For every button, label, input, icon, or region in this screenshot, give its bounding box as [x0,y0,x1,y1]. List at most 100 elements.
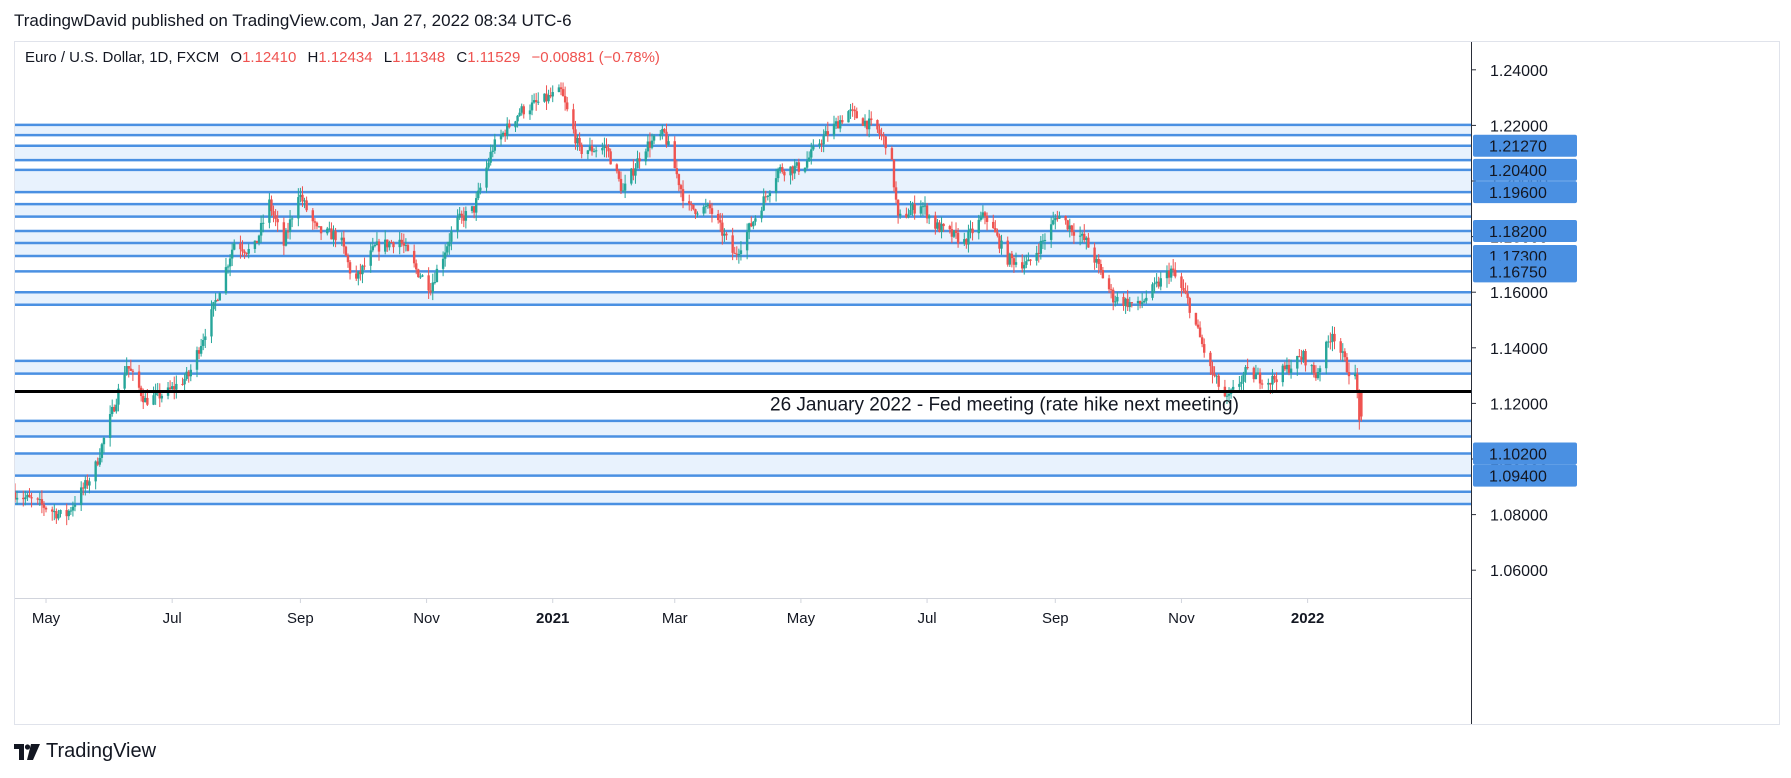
candle[interactable] [861,117,865,127]
candle[interactable] [752,220,755,230]
candle[interactable] [870,111,873,126]
candle[interactable] [810,142,813,165]
candle[interactable] [1252,366,1256,383]
candle[interactable] [725,231,728,241]
candle[interactable] [328,221,331,231]
candle[interactable] [938,220,941,233]
candle[interactable] [667,135,670,146]
candle[interactable] [534,92,538,111]
candle[interactable] [1035,245,1038,266]
candle[interactable] [346,253,350,268]
candle[interactable] [1116,292,1119,305]
candle[interactable] [731,227,734,261]
candle[interactable] [361,264,364,284]
candle[interactable] [748,222,751,240]
candle[interactable] [623,174,627,199]
candle[interactable] [1353,364,1357,380]
candle[interactable] [1182,279,1185,293]
candle[interactable] [601,142,604,155]
candle[interactable] [1331,326,1334,352]
candle[interactable] [42,501,46,517]
candle[interactable] [1227,387,1231,402]
candle[interactable] [216,298,219,302]
candle[interactable] [375,232,379,246]
candle[interactable] [1300,349,1303,365]
candle[interactable] [154,383,157,405]
candle[interactable] [677,173,681,192]
candle[interactable] [1246,358,1249,370]
candle[interactable] [417,268,420,278]
candle[interactable] [820,139,823,152]
candle[interactable] [212,301,215,317]
candle[interactable] [779,164,782,174]
last-candle[interactable] [1360,391,1363,422]
candle[interactable] [1312,362,1316,378]
candle[interactable] [1130,302,1134,308]
candle[interactable] [615,163,619,174]
candle[interactable] [472,206,476,219]
candle[interactable] [441,251,445,277]
candle[interactable] [204,328,207,348]
candle[interactable] [448,233,451,255]
chart-frame[interactable]: 26 January 2022 - Fed meeting (rate hike… [14,41,1780,725]
candle[interactable] [501,131,505,138]
candle[interactable] [1087,232,1090,248]
candle[interactable] [797,158,801,175]
candle[interactable] [673,136,676,169]
candle[interactable] [719,212,722,232]
candle[interactable] [594,146,598,158]
price-level-label[interactable]: 1.09400 [1473,464,1577,487]
candle[interactable] [1012,255,1016,273]
candle[interactable] [1064,215,1067,225]
candle[interactable] [708,200,712,214]
candle[interactable] [516,114,519,128]
candle[interactable] [592,148,596,153]
candle[interactable] [1304,348,1307,372]
candle[interactable] [286,222,290,239]
candle[interactable] [390,239,393,244]
candle[interactable] [117,383,120,412]
candle[interactable] [462,207,465,228]
candle[interactable] [768,190,772,203]
candle[interactable] [621,183,625,192]
candle[interactable] [543,93,546,103]
candle[interactable] [1325,340,1328,375]
candle[interactable] [386,239,389,252]
candle[interactable] [839,115,842,133]
candle[interactable] [243,249,246,259]
candle[interactable] [506,117,509,140]
candle[interactable] [696,211,699,218]
candle[interactable] [1358,389,1361,430]
candle[interactable] [94,460,97,490]
candle[interactable] [38,492,42,506]
candle[interactable] [954,222,958,239]
candle[interactable] [69,507,73,515]
candle[interactable] [679,183,683,198]
candle[interactable] [202,333,205,351]
candle[interactable] [586,149,590,160]
candle[interactable] [963,232,966,246]
candle[interactable] [508,119,511,129]
candle[interactable] [276,210,279,232]
candle[interactable] [1196,319,1200,330]
candle[interactable] [450,226,453,251]
candle[interactable] [233,239,236,251]
candle[interactable] [1143,298,1146,304]
candle[interactable] [1169,265,1173,282]
candle[interactable] [435,264,439,283]
candle[interactable] [1095,255,1098,268]
candle[interactable] [890,146,894,160]
candle[interactable] [1298,348,1301,358]
candle[interactable] [1097,254,1100,274]
candle[interactable] [131,368,135,381]
candle[interactable] [301,186,304,207]
candle[interactable] [1186,285,1189,305]
candle[interactable] [1107,274,1111,294]
candle[interactable] [847,110,850,123]
candle[interactable] [1194,312,1198,326]
candle[interactable] [57,509,60,521]
candle[interactable] [545,85,548,110]
candle[interactable] [1122,293,1125,311]
candle[interactable] [532,93,536,104]
candle[interactable] [1006,236,1009,267]
